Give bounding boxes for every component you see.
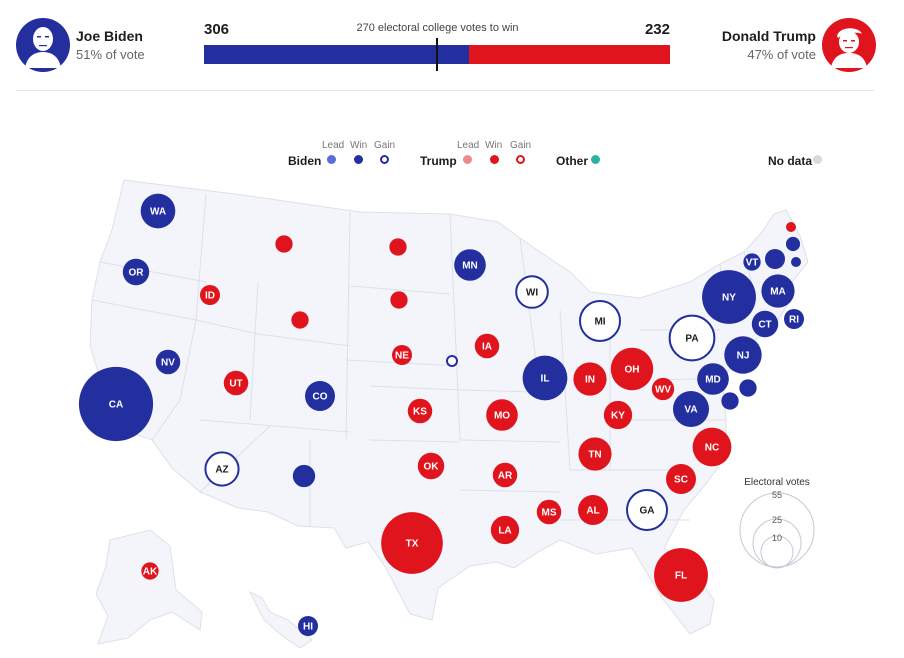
state-label-vt: VT — [746, 258, 759, 269]
state-bubble-district-48[interactable] — [765, 249, 785, 269]
state-label-ga: GA — [640, 506, 655, 517]
state-label-tn: TN — [588, 450, 601, 461]
state-bubble-district-14[interactable] — [447, 356, 457, 366]
electoral-key-circle-25 — [753, 519, 801, 567]
electoral-votes-key: Electoral votes 55 25 10 — [740, 477, 814, 568]
state-label-fl: FL — [675, 571, 687, 582]
state-label-al: AL — [586, 506, 599, 517]
state-label-ky: KY — [611, 411, 625, 422]
state-label-ok: OK — [424, 462, 440, 473]
alaska-shape — [96, 530, 202, 644]
state-label-id: ID — [205, 291, 215, 302]
state-label-ut: UT — [229, 379, 242, 390]
state-label-ks: KS — [413, 407, 427, 418]
state-bubble-district-49[interactable] — [786, 237, 800, 251]
state-bubble-district-5[interactable] — [275, 235, 292, 252]
state-label-ia: IA — [482, 342, 492, 353]
state-label-ct: CT — [758, 320, 771, 331]
state-label-nj: NJ — [737, 351, 750, 362]
state-bubble-district-6[interactable] — [291, 311, 308, 328]
state-bubble-district-51[interactable] — [786, 222, 796, 232]
state-label-or: OR — [129, 268, 145, 279]
state-label-ak: AK — [143, 567, 158, 578]
state-label-az: AZ — [215, 465, 228, 476]
state-label-mo: MO — [494, 411, 510, 422]
electoral-key-circle-55 — [740, 493, 814, 567]
state-label-ms: MS — [542, 508, 557, 519]
electoral-key-55: 55 — [772, 490, 782, 500]
state-label-pa: PA — [685, 334, 698, 345]
state-label-tx: TX — [406, 539, 419, 550]
state-label-ny: NY — [722, 293, 736, 304]
state-label-md: MD — [705, 375, 721, 386]
state-label-il: IL — [541, 374, 550, 385]
state-bubble-district-50[interactable] — [791, 257, 801, 267]
electoral-key-25: 25 — [772, 515, 782, 525]
state-label-wa: WA — [150, 207, 166, 218]
state-bubble-district-12[interactable] — [390, 291, 407, 308]
state-label-in: IN — [585, 375, 595, 386]
state-label-mi: MI — [594, 317, 605, 328]
state-bubble-district-40[interactable] — [721, 392, 738, 409]
state-label-oh: OH — [625, 365, 640, 376]
state-label-hi: HI — [303, 622, 313, 633]
state-label-ca: CA — [109, 400, 123, 411]
state-label-ri: RI — [789, 315, 799, 326]
state-label-ar: AR — [498, 471, 513, 482]
state-label-wi: WI — [526, 288, 538, 299]
state-bubble-district-10[interactable] — [293, 465, 315, 487]
state-label-sc: SC — [674, 475, 688, 486]
state-label-ne: NE — [395, 351, 409, 362]
electoral-key-title: Electoral votes — [744, 477, 810, 488]
state-label-la: LA — [498, 526, 511, 537]
state-bubble-district-11[interactable] — [389, 238, 406, 255]
electoral-key-10: 10 — [772, 533, 782, 543]
state-label-nv: NV — [161, 358, 175, 369]
state-label-ma: MA — [770, 287, 786, 298]
state-label-co: CO — [313, 392, 328, 403]
state-label-wv: WV — [655, 385, 671, 396]
state-label-nc: NC — [705, 443, 719, 454]
state-label-va: VA — [684, 405, 697, 416]
state-bubble-district-41[interactable] — [739, 379, 756, 396]
state-label-mn: MN — [462, 261, 478, 272]
